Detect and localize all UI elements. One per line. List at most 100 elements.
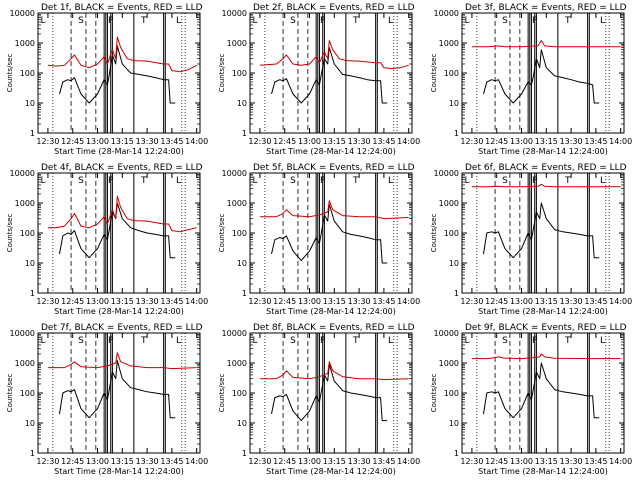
y-tick-label: 10000 <box>10 329 35 338</box>
y-axis-label: Counts/sec <box>218 54 226 93</box>
x-tick-label: 13:00 <box>510 297 533 306</box>
x-tick-label: 12:30 <box>460 457 483 466</box>
tail-interval-letter: T <box>352 336 359 346</box>
right-interval-letter: L <box>388 176 393 186</box>
tail-interval-letter: T <box>140 16 147 26</box>
detector-panel-8: Det 8f, BLACK = Events, RED = LLD 1 10 100 1… <box>218 323 420 476</box>
peak-interval-letter: P <box>532 336 538 346</box>
y-tick-label: 1 <box>30 289 35 298</box>
x-tick-label: 13:30 <box>136 137 159 146</box>
tail-interval-letter: T <box>352 16 359 26</box>
y-tick-label: 10000 <box>434 329 459 338</box>
y-tick-label: 1 <box>242 129 247 138</box>
peak-interval-letter: P <box>108 336 114 346</box>
left-interval-letter: L <box>252 336 257 346</box>
x-tick-label: 12:45 <box>273 137 296 146</box>
y-tick-label: 100 <box>20 389 35 398</box>
x-tick-label: 14:00 <box>609 457 632 466</box>
y-tick-label: 100 <box>444 389 459 398</box>
y-tick-label: 1 <box>30 449 35 458</box>
y-tick-label: 100 <box>232 69 247 78</box>
x-tick-label: 12:45 <box>485 137 508 146</box>
x-tick-label: 13:45 <box>372 297 395 306</box>
y-tick-label: 1000 <box>227 199 247 208</box>
panel-title: Det 1f, BLACK = Events, RED = LLD <box>41 3 203 13</box>
panel-title: Det 9f, BLACK = Events, RED = LLD <box>465 323 627 333</box>
x-tick-label: 12:45 <box>61 297 84 306</box>
x-tick-label: 13:15 <box>323 297 346 306</box>
y-axis-label: Counts/sec <box>430 214 438 253</box>
peak-interval-letter: P <box>320 16 326 26</box>
y-axis-label: Counts/sec <box>218 374 226 413</box>
plot-frame <box>249 12 413 134</box>
x-tick-label: 12:30 <box>36 297 59 306</box>
y-tick-label: 10000 <box>434 169 459 178</box>
right-interval-letter: L <box>600 16 605 26</box>
y-tick-label: 1000 <box>15 39 35 48</box>
peak-interval-letter: P <box>320 336 326 346</box>
y-tick-label: 1000 <box>15 199 35 208</box>
y-axis-label: Counts/sec <box>6 54 14 93</box>
x-axis-label: Start Time (28-Mar-14 12:24:00) <box>478 307 608 316</box>
x-tick-label: 13:45 <box>584 297 607 306</box>
plot-frame <box>37 12 201 134</box>
y-tick-label: 10 <box>25 259 35 268</box>
lld-series-line <box>259 200 409 220</box>
peak-interval-letter: P <box>320 176 326 186</box>
left-interval-letter: L <box>464 16 469 26</box>
x-tick-label: 13:30 <box>348 457 371 466</box>
x-tick-label: 14:00 <box>185 457 208 466</box>
start-interval-letter: S <box>502 336 508 346</box>
x-tick-label: 13:15 <box>111 137 134 146</box>
x-tick-label: 13:30 <box>136 297 159 306</box>
events-series-line <box>271 47 388 104</box>
y-tick-label: 100 <box>444 69 459 78</box>
x-axis-label: Start Time (28-Mar-14 12:24:00) <box>54 307 184 316</box>
y-tick-label: 1 <box>454 449 459 458</box>
x-axis-label: Start Time (28-Mar-14 12:24:00) <box>54 147 184 156</box>
y-axis-label: Counts/sec <box>6 214 14 253</box>
x-tick-label: 12:45 <box>273 297 296 306</box>
x-tick-label: 13:15 <box>323 457 346 466</box>
right-interval-letter: L <box>176 16 181 26</box>
x-tick-label: 12:45 <box>273 457 296 466</box>
y-tick-label: 100 <box>20 229 35 238</box>
start-interval-letter: S <box>78 16 84 26</box>
peak-interval-letter: P <box>108 16 114 26</box>
y-tick-label: 10000 <box>10 169 35 178</box>
x-tick-label: 12:30 <box>460 137 483 146</box>
right-interval-letter: L <box>176 176 181 186</box>
events-series-line <box>59 45 176 104</box>
y-tick-label: 10 <box>237 259 247 268</box>
x-axis-label: Start Time (28-Mar-14 12:24:00) <box>266 307 396 316</box>
x-tick-label: 13:15 <box>111 457 134 466</box>
detector-panel-3: Det 3f, BLACK = Events, RED = LLD 1 10 100 1… <box>430 3 632 156</box>
x-tick-label: 13:00 <box>510 457 533 466</box>
x-tick-label: 13:00 <box>86 297 109 306</box>
x-tick-label: 14:00 <box>397 297 420 306</box>
y-tick-label: 10 <box>449 419 459 428</box>
y-axis-label: Counts/sec <box>430 374 438 413</box>
right-interval-letter: L <box>388 16 393 26</box>
y-tick-label: 100 <box>232 229 247 238</box>
x-tick-label: 13:30 <box>560 137 583 146</box>
y-tick-label: 1000 <box>439 359 459 368</box>
start-interval-letter: S <box>290 176 296 186</box>
x-tick-label: 13:45 <box>160 297 183 306</box>
y-tick-label: 10000 <box>10 9 35 18</box>
x-tick-label: 12:45 <box>485 457 508 466</box>
start-interval-letter: S <box>290 336 296 346</box>
tail-interval-letter: T <box>352 176 359 186</box>
x-tick-label: 13:00 <box>298 457 321 466</box>
y-tick-label: 1000 <box>227 39 247 48</box>
panel-title: Det 3f, BLACK = Events, RED = LLD <box>465 3 627 13</box>
y-tick-label: 1000 <box>15 359 35 368</box>
y-tick-label: 10000 <box>222 9 247 18</box>
y-tick-label: 100 <box>444 229 459 238</box>
events-series-line <box>483 362 600 419</box>
tail-interval-letter: T <box>140 176 147 186</box>
left-interval-letter: L <box>40 336 45 346</box>
detector-panel-1: Det 1f, BLACK = Events, RED = LLD 1 10 100 1… <box>6 3 208 156</box>
detector-panel-7: Det 7f, BLACK = Events, RED = LLD 1 10 100 1… <box>6 323 208 476</box>
